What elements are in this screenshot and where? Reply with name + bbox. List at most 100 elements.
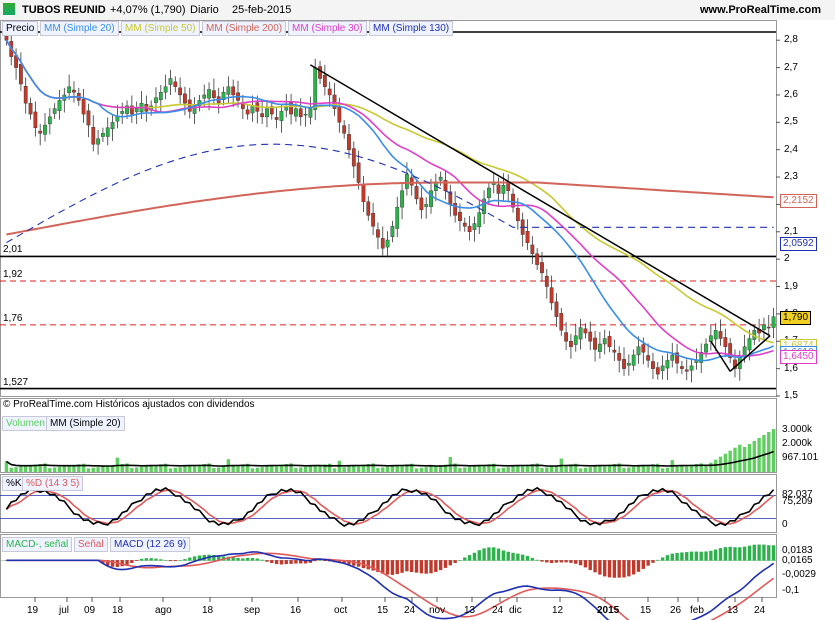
volume-bar <box>410 463 414 472</box>
volume-bar <box>660 468 665 472</box>
volume-bar <box>520 465 525 472</box>
stoch-legend-item: %D (14 3 5) <box>22 476 84 491</box>
volume-bar <box>323 464 327 472</box>
x-tick-label: dic <box>509 605 522 616</box>
volume-bar <box>506 467 510 472</box>
volume-bar <box>728 450 732 472</box>
price-value-tag: 1,790 <box>780 310 812 325</box>
candle-body <box>91 127 96 145</box>
candle-body <box>515 208 520 222</box>
price-value-tag: 2,0592 <box>780 236 817 251</box>
volume-bar <box>516 465 520 472</box>
macd-histogram-bar <box>598 560 602 575</box>
volume-bar <box>588 467 592 472</box>
price-legend-item: MM (Simple 30) <box>288 21 367 36</box>
volume-bar <box>492 463 496 472</box>
price-tick-label: 2 <box>784 253 790 265</box>
volume-bar <box>361 464 366 472</box>
stoch-k-line <box>5 486 775 527</box>
candle-body <box>641 344 646 353</box>
macd-histogram-bar <box>641 560 646 569</box>
candle-body <box>67 86 72 93</box>
volume-bar <box>709 462 713 472</box>
macd-histogram-bar <box>323 560 327 562</box>
x-tick-label: nov <box>429 605 446 616</box>
candle-body <box>361 184 366 202</box>
candle-body <box>187 99 192 112</box>
symbol-name: TUBOS REUNID <box>22 4 106 16</box>
macd-histogram-bar <box>130 560 134 563</box>
macd-histogram-bar <box>713 549 718 561</box>
candle-body <box>158 92 163 101</box>
candle-body <box>602 338 607 345</box>
candle-body <box>511 193 515 208</box>
candle-body <box>72 89 76 93</box>
candle-body <box>250 105 255 114</box>
volume-bar <box>400 464 404 472</box>
volume-bar <box>651 464 655 472</box>
candle-body <box>366 201 371 216</box>
volume-bar <box>168 468 173 472</box>
macd-histogram-bar <box>670 553 674 561</box>
candle-body <box>482 198 486 214</box>
volume-bar <box>163 463 168 472</box>
macd-histogram-bar <box>506 551 510 561</box>
macd-histogram-bar <box>728 546 732 561</box>
volume-bar <box>217 467 221 472</box>
macd-histogram-bar <box>752 544 756 561</box>
macd-histogram-bar <box>313 560 317 562</box>
volume-bar <box>689 464 694 472</box>
price-tick-label: 2,7 <box>784 61 798 73</box>
candle-body <box>265 108 269 118</box>
volume-bar <box>106 465 110 472</box>
candle-body <box>680 366 684 369</box>
x-tick-label: 24 <box>404 605 416 616</box>
stoch-tick-label: 0 <box>782 519 788 531</box>
candle-body <box>260 113 265 118</box>
volume-tick-label: 2.000k <box>782 438 813 449</box>
candle-body <box>501 185 506 194</box>
macd-histogram-bar <box>492 547 496 561</box>
volume-bar <box>752 440 756 472</box>
volume-bar <box>704 465 708 472</box>
macd-histogram-bar <box>453 560 457 563</box>
volume-bar <box>472 466 477 472</box>
price-value-tag: 1,6450 <box>780 350 817 365</box>
volume-bar <box>627 467 631 472</box>
volume-bar <box>24 465 28 472</box>
macd-histogram-bar <box>665 555 670 561</box>
candle-body <box>380 238 385 249</box>
volume-bar <box>366 464 370 472</box>
price-tick-label: 2,8 <box>784 34 798 46</box>
volume-legend-item: Volumen <box>2 416 49 431</box>
macd-histogram-bar <box>376 560 380 573</box>
macd-histogram-bar <box>694 551 699 561</box>
volume-bar <box>607 464 612 472</box>
macd-histogram-bar <box>467 555 472 561</box>
macd-histogram-bar <box>183 559 187 561</box>
macd-histogram-bar <box>511 552 515 561</box>
volume-bar <box>4 461 9 472</box>
macd-histogram-bar <box>390 560 395 575</box>
volume-bar <box>733 447 737 472</box>
macd-histogram-bar <box>636 560 641 572</box>
candle-body <box>38 130 43 134</box>
macd-histogram-bar <box>549 560 554 563</box>
sma20-line <box>5 39 774 362</box>
candle-body <box>86 110 91 126</box>
macd-histogram-bar <box>762 544 766 561</box>
volume-bar <box>636 466 641 472</box>
candle-body <box>530 244 535 254</box>
price-value-tag: 2,2152 <box>780 194 817 209</box>
volume-bar <box>458 468 462 472</box>
candle-body <box>612 349 617 353</box>
period: Diario <box>190 4 219 16</box>
candle-body <box>762 324 766 330</box>
candle-body <box>429 190 433 207</box>
volume-bar <box>260 467 264 472</box>
candle-body <box>747 338 752 351</box>
candle-body <box>733 359 737 369</box>
volume-bar <box>405 464 409 472</box>
price-tick-label: 1,5 <box>784 390 798 401</box>
